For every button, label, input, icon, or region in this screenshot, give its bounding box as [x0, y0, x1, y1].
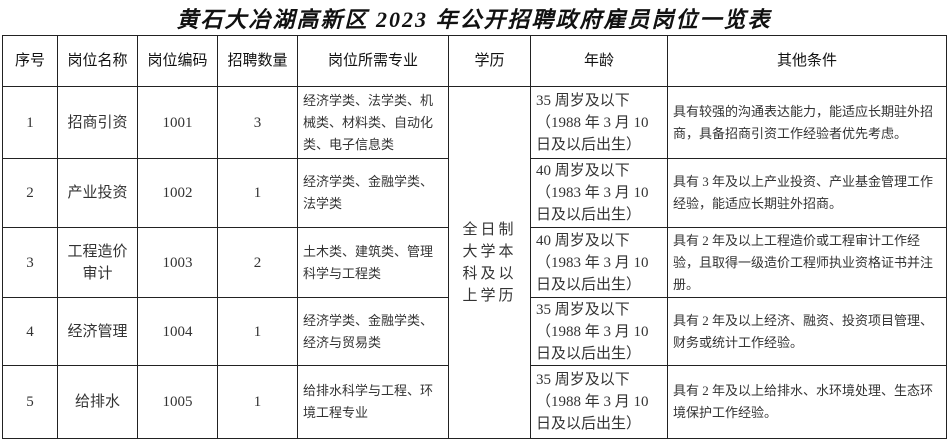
name-cell: 给排水: [57, 365, 138, 439]
other-cell: 具有 2 年及以上给排水、水环境处理、生态环境保护工作经验。: [667, 365, 947, 439]
age-cell: 40 周岁及以下（1983 年 3 月 10 日及以后出生）: [530, 158, 668, 228]
count-cell: 1: [217, 158, 298, 228]
count-cell: 1: [217, 365, 298, 439]
code-cell: 1005: [137, 365, 218, 439]
no-cell: 5: [2, 365, 58, 439]
no-cell: 4: [2, 297, 58, 366]
major-cell: 经济学类、金融学类、法学类: [297, 158, 449, 228]
count-cell: 1: [217, 297, 298, 366]
table-row: 5 给排水 1005 1 给排水科学与工程、环境工程专业 35 周岁及以下（1988 年 …: [2, 365, 947, 439]
no-cell: 1: [2, 86, 58, 159]
header-cell: 年龄: [530, 35, 668, 87]
table-row: 3 工程造价审计 1003 2 土木类、建筑类、管理科学与工程类 40 周岁及以下（198…: [2, 227, 947, 298]
code-cell: 1004: [137, 297, 218, 366]
header-cell: 岗位所需专业: [297, 35, 449, 87]
age-cell: 35 周岁及以下（1988 年 3 月 10 日及以后出生）: [530, 86, 668, 159]
education-cell: 全日制大学本科及以上学历: [448, 86, 531, 439]
other-cell: 具有 3 年及以上产业投资、产业基金管理工作经验，能适应长期驻外招商。: [667, 158, 947, 228]
header-cell: 招聘数量: [217, 35, 298, 87]
no-cell: 2: [2, 158, 58, 228]
header-cell: 岗位编码: [137, 35, 218, 87]
table-row: 2 产业投资 1002 1 经济学类、金融学类、法学类 40 周岁及以下（1983 年 3…: [2, 158, 947, 228]
age-cell: 40 周岁及以下（1983 年 3 月 10 日及以后出生）: [530, 227, 668, 298]
header-cell: 岗位名称: [57, 35, 138, 87]
name-cell: 经济管理: [57, 297, 138, 366]
header-cell: 序号: [2, 35, 58, 87]
table-row: 4 经济管理 1004 1 经济学类、金融学类、经济与贸易类 35 周岁及以下（1988 …: [2, 297, 947, 366]
age-cell: 35 周岁及以下（1988 年 3 月 10 日及以后出生）: [530, 297, 668, 366]
name-cell: 产业投资: [57, 158, 138, 228]
code-cell: 1003: [137, 227, 218, 298]
no-cell: 3: [2, 227, 58, 298]
age-cell: 35 周岁及以下（1988 年 3 月 10 日及以后出生）: [530, 365, 668, 439]
other-cell: 具有较强的沟通表达能力，能适应长期驻外招商，具备招商引资工作经验者优先考虑。: [667, 86, 947, 159]
other-cell: 具有 2 年及以上经济、融资、投资项目管理、财务或统计工作经验。: [667, 297, 947, 366]
major-cell: 经济学类、法学类、机械类、材料类、自动化类、电子信息类: [297, 86, 449, 159]
other-cell: 具有 2 年及以上工程造价或工程审计工作经验，且取得一级造价工程师执业资格证书并…: [667, 227, 947, 298]
code-cell: 1001: [137, 86, 218, 159]
major-cell: 经济学类、金融学类、经济与贸易类: [297, 297, 449, 366]
positions-table: 序号 岗位名称 岗位编码 招聘数量 岗位所需专业 学历 年龄 其他条件 1 招商引…: [2, 35, 947, 439]
major-cell: 土木类、建筑类、管理科学与工程类: [297, 227, 449, 298]
code-cell: 1002: [137, 158, 218, 228]
table-row: 1 招商引资 1001 3 经济学类、法学类、机械类、材料类、自动化类、电子信息类 全日制…: [2, 86, 947, 439]
major-cell: 给排水科学与工程、环境工程专业: [297, 365, 449, 439]
name-cell: 工程造价审计: [57, 227, 138, 298]
count-cell: 3: [217, 86, 298, 159]
page-title: 黄石大冶湖高新区 2023 年公开招聘政府雇员岗位一览表: [176, 7, 772, 32]
header-cell: 其他条件: [667, 35, 947, 87]
name-cell: 招商引资: [57, 86, 138, 159]
header-cell: 学历: [448, 35, 531, 87]
count-cell: 2: [217, 227, 298, 298]
header-row: 序号 岗位名称 岗位编码 招聘数量 岗位所需专业 学历 年龄 其他条件: [2, 35, 947, 87]
